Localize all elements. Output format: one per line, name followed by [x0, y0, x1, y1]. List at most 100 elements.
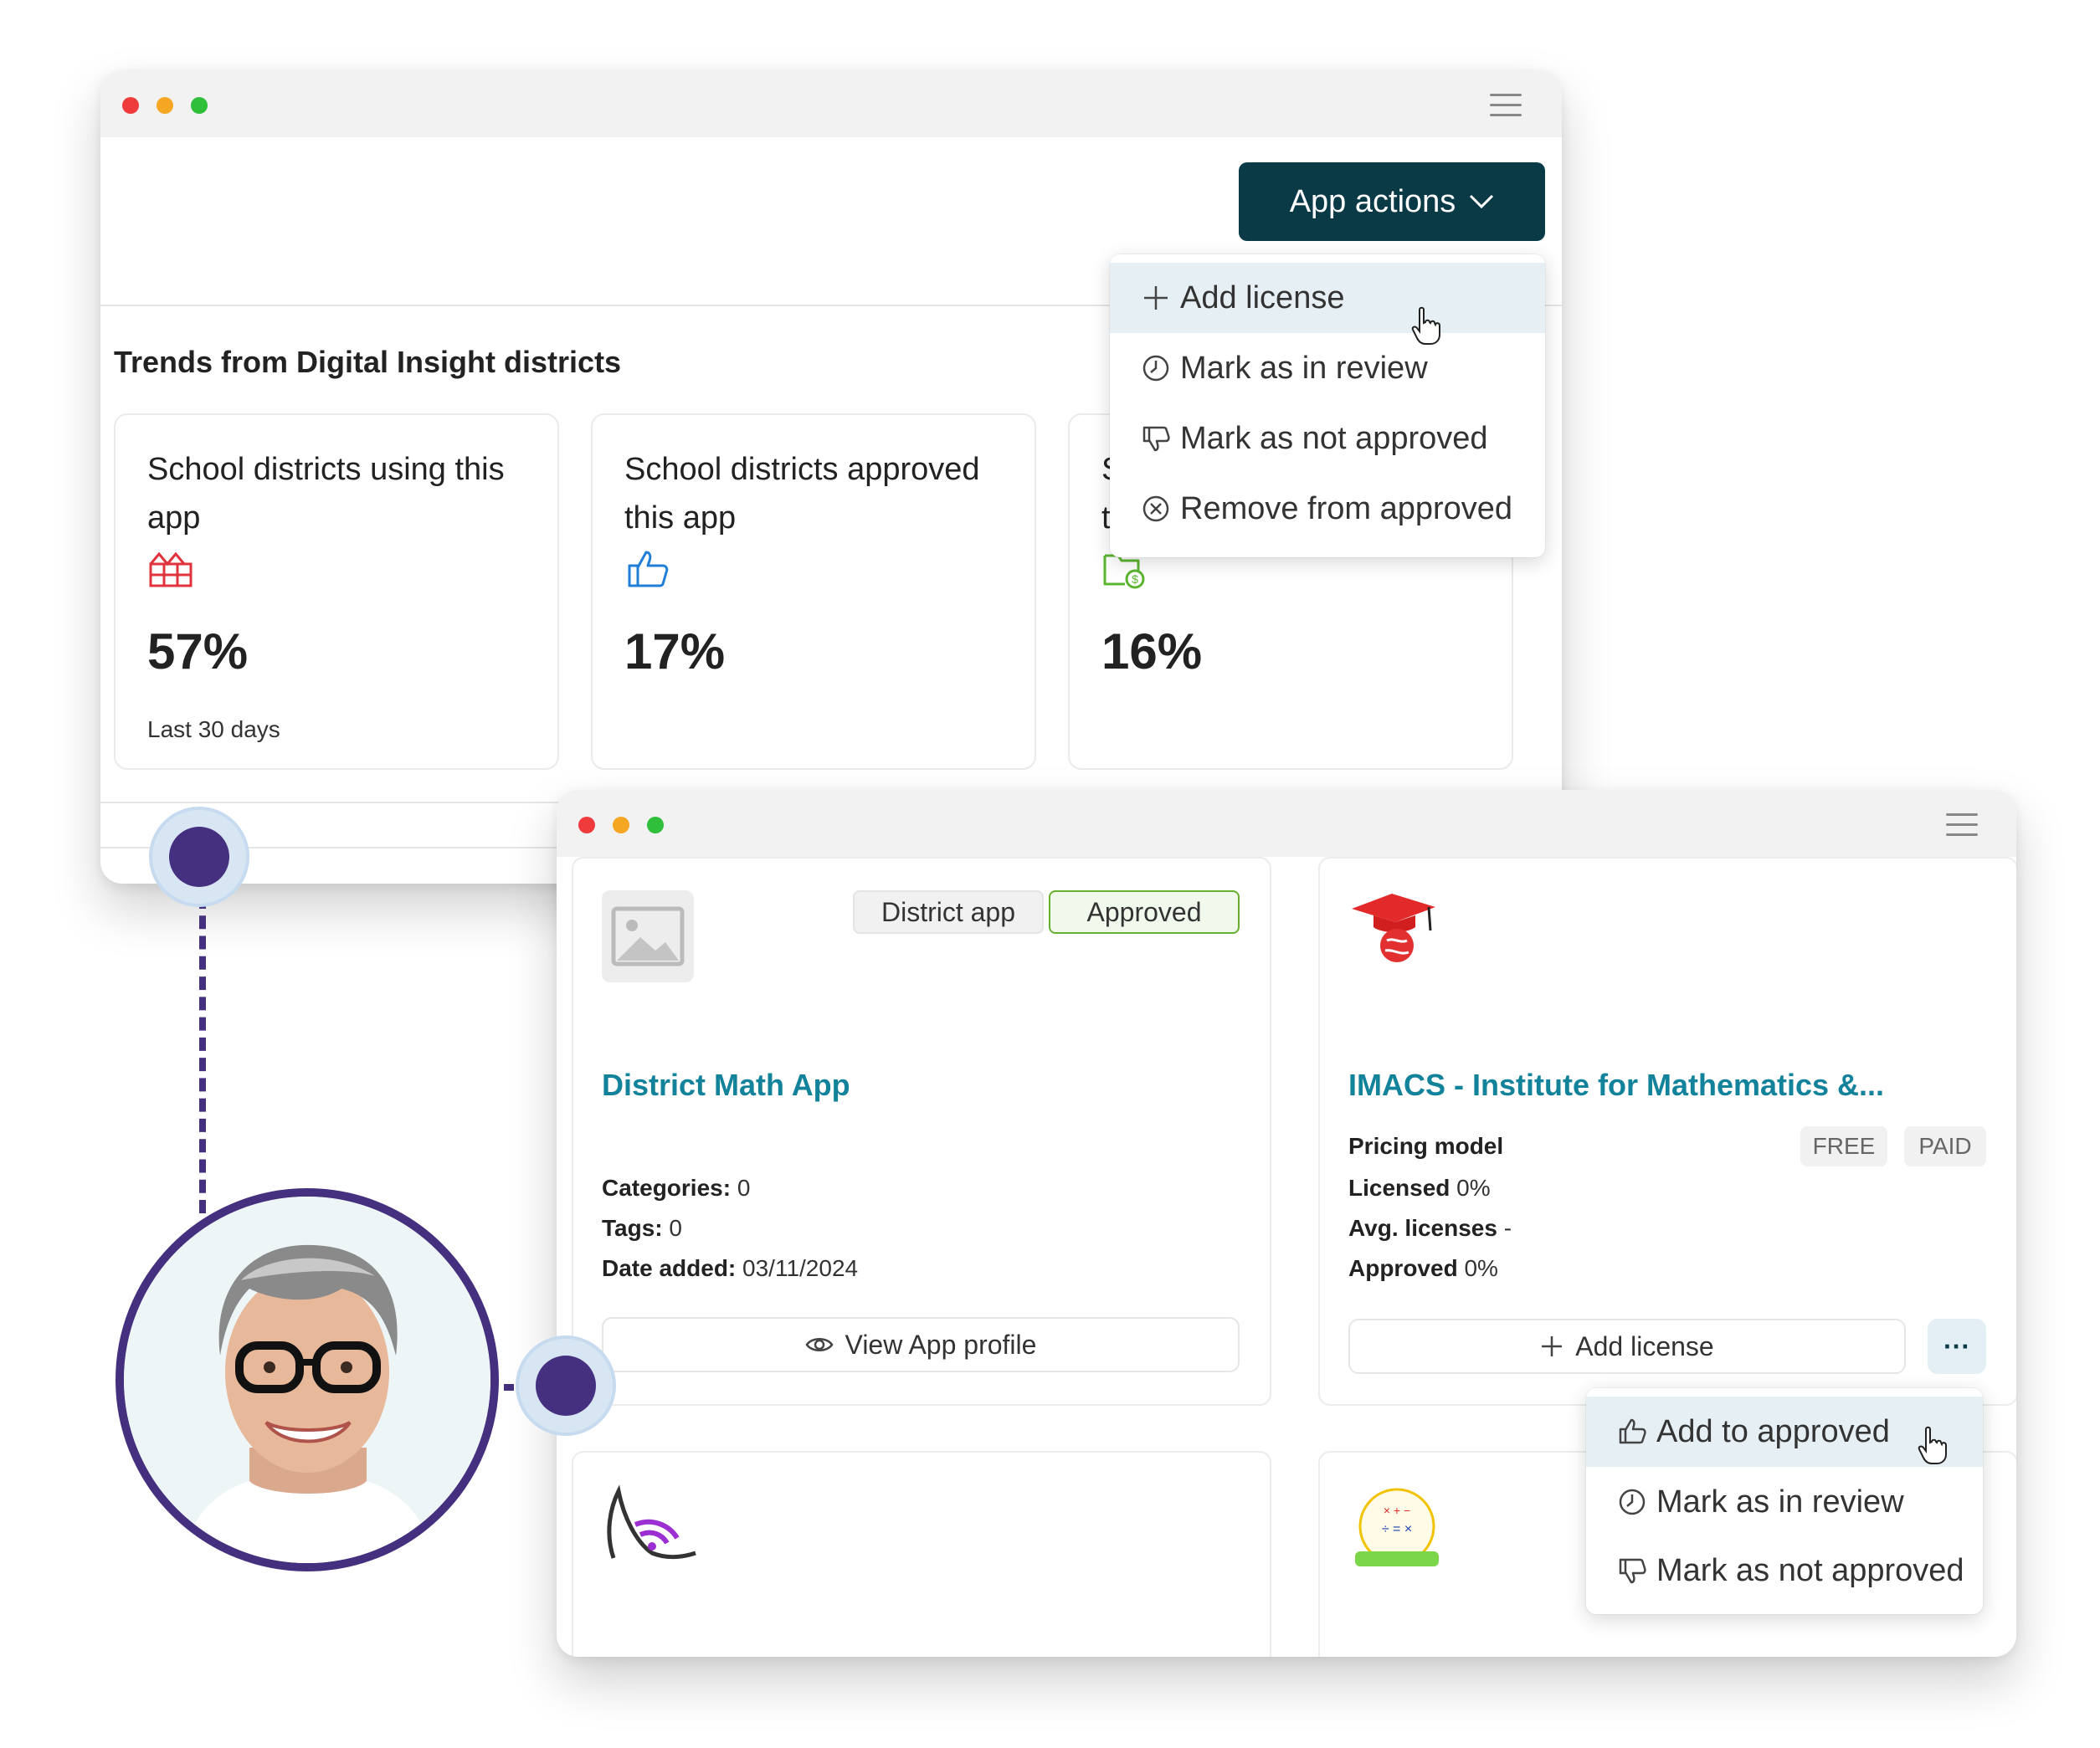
more-options-button[interactable]: ···	[1928, 1319, 1986, 1374]
menu-item-label: Mark as not approved	[1656, 1552, 1964, 1588]
stat-title: School districts using this app	[147, 452, 505, 536]
add-license-button[interactable]: Add license	[1348, 1319, 1906, 1374]
menu-item-label: Add license	[1180, 279, 1345, 315]
timeline-node	[516, 1335, 616, 1436]
avatar-portrait	[124, 1197, 490, 1563]
menu-item-remove-approved[interactable]: Remove from approved	[1110, 474, 1545, 544]
menu-item-label: Mark as not approved	[1180, 420, 1488, 456]
view-app-profile-button[interactable]: View App profile	[602, 1317, 1240, 1372]
categories-label: Categories:	[602, 1175, 732, 1201]
close-dot[interactable]	[578, 817, 595, 833]
math-playground-logo: × + − ÷ = ×	[1355, 1488, 1439, 1566]
minimize-dot[interactable]	[613, 817, 629, 833]
avg-licenses-value: -	[1497, 1215, 1512, 1241]
plus-icon	[1144, 286, 1168, 310]
tags-value: 0	[662, 1215, 682, 1241]
app-logo-swoosh	[607, 1484, 696, 1560]
stat-title: School districts approved this app	[624, 452, 980, 536]
menu-item-not-approved[interactable]: Mark as not approved	[1110, 403, 1545, 474]
app-actions-label: App actions	[1289, 183, 1456, 219]
menu-item-in-review[interactable]: Mark as in review	[1110, 333, 1545, 403]
menu-item-not-approved[interactable]: Mark as not approved	[1586, 1535, 1983, 1606]
pricing-free-pill: FREE	[1800, 1126, 1887, 1166]
stat-card-approved: School districts approved this app 17%	[591, 413, 1036, 770]
timeline-connector	[199, 895, 206, 1213]
window-titlebar	[557, 790, 2016, 857]
analytics-window: App actions Trends from Digital Insight …	[100, 70, 1562, 884]
stat-value: 57%	[147, 623, 249, 679]
categories-value: 0	[731, 1175, 751, 1201]
app-card-partial	[572, 1451, 1271, 1657]
close-dot[interactable]	[122, 97, 139, 114]
svg-text:÷ = ×: ÷ = ×	[1382, 1522, 1412, 1536]
menu-item-in-review[interactable]: Mark as in review	[1586, 1467, 1983, 1537]
app-actions-button[interactable]: App actions	[1239, 162, 1545, 241]
trends-heading: Trends from Digital Insight districts	[114, 345, 622, 379]
menu-item-add-approved[interactable]: Add to approved	[1586, 1397, 1983, 1467]
image-placeholder-icon	[602, 890, 694, 982]
pricing-model-label: Pricing model	[1348, 1133, 1504, 1159]
badge-district-app: District app	[853, 890, 1044, 934]
clock-icon	[1142, 355, 1169, 382]
pricing-paid-pill: PAID	[1904, 1126, 1986, 1166]
svg-text:× + −: × + −	[1384, 1504, 1410, 1517]
approved-label: Approved	[1348, 1255, 1458, 1281]
date-added-row: Date added: 03/11/2024	[602, 1248, 858, 1289]
thumbs-up-icon	[1619, 1418, 1646, 1444]
svg-text:$: $	[1132, 572, 1138, 586]
app-title-link[interactable]: District Math App	[602, 1068, 850, 1102]
app-actions-menu: Add license Mark as in review Mark as no…	[1110, 254, 1545, 557]
timeline-node	[149, 807, 249, 907]
licensed-row: Licensed 0%	[1348, 1168, 1491, 1208]
hamburger-menu-icon[interactable]	[1490, 94, 1522, 117]
eye-icon	[805, 1338, 834, 1351]
stat-card-using: School districts using this app 57% Last…	[114, 413, 559, 770]
badge-approved: Approved	[1049, 890, 1240, 934]
avg-licenses-row: Avg. licenses -	[1348, 1208, 1512, 1248]
avg-licenses-label: Avg. licenses	[1348, 1215, 1497, 1241]
app-card-district-math: District app Approved District Math App …	[572, 857, 1271, 1406]
chevron-down-icon	[1470, 194, 1494, 209]
date-added-value: 03/11/2024	[736, 1255, 859, 1281]
minimize-dot[interactable]	[157, 97, 173, 114]
view-app-profile-label: View App profile	[845, 1329, 1037, 1360]
tags-label: Tags:	[602, 1215, 663, 1241]
apps-window: District app Approved District Math App …	[557, 790, 2016, 1657]
hand-cursor-icon	[1918, 1426, 1947, 1464]
avatar	[116, 1188, 499, 1571]
maximize-dot[interactable]	[191, 97, 208, 114]
thumbs-down-icon	[1142, 426, 1170, 452]
hand-cursor-icon	[1411, 306, 1440, 345]
more-options-menu: Add to approved Mark as in review Mark a…	[1586, 1388, 1983, 1614]
thumbs-down-icon	[1619, 1558, 1646, 1584]
add-license-label: Add license	[1575, 1330, 1714, 1361]
app-card-imacs: IMACS - Institute for Mathematics &... P…	[1318, 857, 2016, 1406]
approved-value: 0%	[1457, 1255, 1498, 1281]
tags-row: Tags: 0	[602, 1208, 682, 1248]
clock-icon	[1619, 1489, 1646, 1515]
more-options-icon: ···	[1943, 1330, 1970, 1361]
date-added-label: Date added:	[602, 1255, 737, 1281]
menu-item-label: Add to approved	[1656, 1413, 1890, 1449]
hamburger-menu-icon[interactable]	[1946, 813, 1978, 837]
licensed-value: 0%	[1450, 1175, 1491, 1201]
building-icon	[149, 551, 193, 587]
menu-item-add-license[interactable]: Add license	[1110, 263, 1545, 333]
stat-value: 17%	[624, 623, 726, 679]
circle-x-icon	[1142, 495, 1169, 522]
window-titlebar	[100, 70, 1562, 137]
timeline-connector	[504, 1384, 514, 1391]
imacs-logo	[1352, 894, 1435, 962]
maximize-dot[interactable]	[647, 817, 664, 833]
stat-value: 16%	[1101, 623, 1203, 679]
divider	[100, 305, 1562, 306]
thumbs-up-icon	[628, 551, 669, 587]
approved-row: Approved 0%	[1348, 1248, 1498, 1289]
menu-item-label: Mark as in review	[1656, 1484, 1904, 1520]
stat-period: Last 30 days	[147, 716, 280, 742]
categories-row: Categories: 0	[602, 1168, 750, 1208]
menu-item-label: Remove from approved	[1180, 490, 1513, 526]
menu-item-label: Mark as in review	[1180, 350, 1428, 386]
app-title-link[interactable]: IMACS - Institute for Mathematics &...	[1348, 1068, 1885, 1102]
plus-icon	[1542, 1336, 1563, 1356]
